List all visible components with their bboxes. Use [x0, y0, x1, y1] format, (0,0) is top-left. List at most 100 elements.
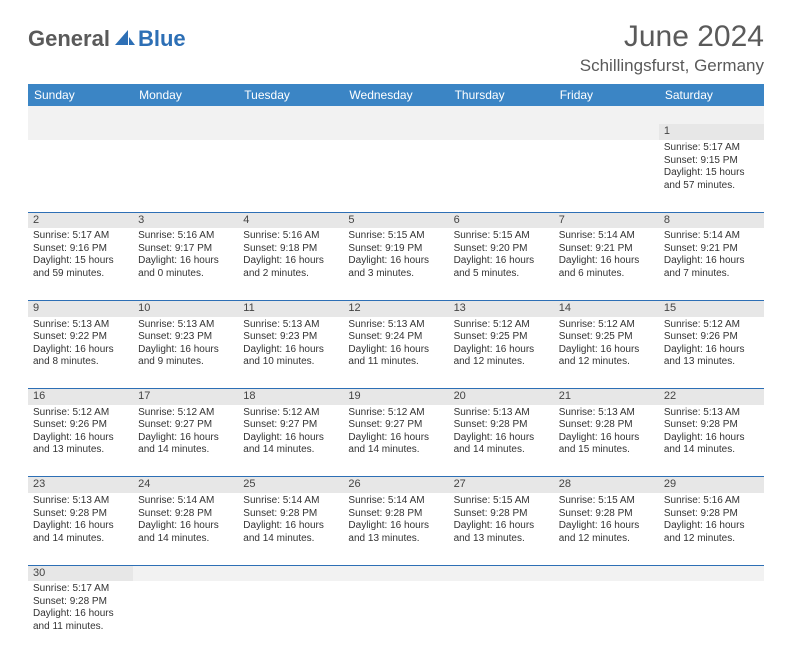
- day-cell: [28, 140, 133, 212]
- day-number: 29: [659, 477, 764, 493]
- day-cell: [449, 140, 554, 212]
- day-cell: [238, 581, 343, 653]
- daylight1-text: Daylight: 16 hours: [559, 255, 654, 268]
- day-number: 15: [659, 300, 764, 316]
- sunrise-text: Sunrise: 5:12 AM: [454, 319, 549, 332]
- daylight2-text: and 2 minutes.: [243, 268, 338, 281]
- day-cell: Sunrise: 5:15 AMSunset: 9:19 PMDaylight:…: [343, 228, 448, 300]
- sunset-text: Sunset: 9:25 PM: [559, 331, 654, 344]
- daylight2-text: and 13 minutes.: [664, 356, 759, 369]
- day-number: [554, 124, 659, 140]
- daylight2-text: and 14 minutes.: [454, 444, 549, 457]
- day-cell: Sunrise: 5:17 AMSunset: 9:16 PMDaylight:…: [28, 228, 133, 300]
- day-number: 21: [554, 389, 659, 405]
- day-header: Saturday: [659, 84, 764, 106]
- day-number: 20: [449, 389, 554, 405]
- day-number: [449, 565, 554, 581]
- day-number: 13: [449, 300, 554, 316]
- day-cell: [133, 581, 238, 653]
- page-header: General Blue June 2024 Schillingsfurst, …: [28, 20, 764, 76]
- daylight2-text: and 14 minutes.: [348, 444, 443, 457]
- day-cell: [449, 581, 554, 653]
- day-number: [449, 124, 554, 140]
- day-cell: Sunrise: 5:13 AMSunset: 9:23 PMDaylight:…: [133, 317, 238, 389]
- day-number: [659, 565, 764, 581]
- day-number: [554, 565, 659, 581]
- sunrise-text: Sunrise: 5:13 AM: [664, 407, 759, 420]
- sunset-text: Sunset: 9:27 PM: [243, 419, 338, 432]
- day-number: 22: [659, 389, 764, 405]
- day-number: 11: [238, 300, 343, 316]
- title-block: June 2024 Schillingsfurst, Germany: [580, 20, 764, 76]
- sunset-text: Sunset: 9:20 PM: [454, 243, 549, 256]
- sunrise-text: Sunrise: 5:17 AM: [33, 583, 128, 596]
- sunset-text: Sunset: 9:26 PM: [33, 419, 128, 432]
- daylight2-text: and 12 minutes.: [559, 533, 654, 546]
- day-number: 16: [28, 389, 133, 405]
- week-row: Sunrise: 5:17 AMSunset: 9:15 PMDaylight:…: [28, 140, 764, 212]
- sunset-text: Sunset: 9:19 PM: [348, 243, 443, 256]
- sunset-text: Sunset: 9:28 PM: [243, 508, 338, 521]
- daylight1-text: Daylight: 16 hours: [243, 255, 338, 268]
- sunrise-text: Sunrise: 5:15 AM: [348, 230, 443, 243]
- daylight2-text: and 8 minutes.: [33, 356, 128, 369]
- logo-text-main: General: [28, 26, 110, 52]
- day-header: Thursday: [449, 84, 554, 106]
- day-number: [28, 124, 133, 140]
- daylight1-text: Daylight: 16 hours: [559, 520, 654, 533]
- daylight2-text: and 0 minutes.: [138, 268, 233, 281]
- day-cell: Sunrise: 5:12 AMSunset: 9:26 PMDaylight:…: [28, 405, 133, 477]
- sunrise-text: Sunrise: 5:13 AM: [348, 319, 443, 332]
- day-cell: Sunrise: 5:13 AMSunset: 9:28 PMDaylight:…: [449, 405, 554, 477]
- daylight1-text: Daylight: 16 hours: [664, 344, 759, 357]
- day-header: Monday: [133, 84, 238, 106]
- sunrise-text: Sunrise: 5:12 AM: [664, 319, 759, 332]
- daylight2-text: and 14 minutes.: [33, 533, 128, 546]
- sunrise-text: Sunrise: 5:13 AM: [559, 407, 654, 420]
- daylight2-text: and 13 minutes.: [33, 444, 128, 457]
- location-label: Schillingsfurst, Germany: [580, 56, 764, 76]
- sunset-text: Sunset: 9:28 PM: [138, 508, 233, 521]
- daylight1-text: Daylight: 16 hours: [454, 255, 549, 268]
- day-cell: Sunrise: 5:12 AMSunset: 9:26 PMDaylight:…: [659, 317, 764, 389]
- daylight2-text: and 14 minutes.: [243, 533, 338, 546]
- week-row: Sunrise: 5:17 AMSunset: 9:16 PMDaylight:…: [28, 228, 764, 300]
- day-cell: Sunrise: 5:15 AMSunset: 9:20 PMDaylight:…: [449, 228, 554, 300]
- day-number: 7: [554, 212, 659, 228]
- sunset-text: Sunset: 9:28 PM: [559, 508, 654, 521]
- daylight2-text: and 59 minutes.: [33, 268, 128, 281]
- daylight2-text: and 10 minutes.: [243, 356, 338, 369]
- daylight1-text: Daylight: 16 hours: [454, 344, 549, 357]
- day-cell: Sunrise: 5:13 AMSunset: 9:24 PMDaylight:…: [343, 317, 448, 389]
- day-header: Wednesday: [343, 84, 448, 106]
- day-cell: [343, 140, 448, 212]
- daylight1-text: Daylight: 16 hours: [33, 344, 128, 357]
- sunset-text: Sunset: 9:28 PM: [454, 419, 549, 432]
- day-number-row: 23242526272829: [28, 477, 764, 493]
- sunset-text: Sunset: 9:28 PM: [559, 419, 654, 432]
- day-number: 6: [449, 212, 554, 228]
- day-cell: Sunrise: 5:12 AMSunset: 9:25 PMDaylight:…: [449, 317, 554, 389]
- daylight1-text: Daylight: 16 hours: [664, 520, 759, 533]
- sunset-text: Sunset: 9:23 PM: [138, 331, 233, 344]
- sunset-text: Sunset: 9:26 PM: [664, 331, 759, 344]
- sunrise-text: Sunrise: 5:15 AM: [454, 495, 549, 508]
- day-cell: [554, 581, 659, 653]
- sunset-text: Sunset: 9:28 PM: [33, 596, 128, 609]
- day-number: 28: [554, 477, 659, 493]
- blank-row: [28, 106, 764, 124]
- day-cell: [343, 581, 448, 653]
- day-number: 4: [238, 212, 343, 228]
- day-number-row: 9101112131415: [28, 300, 764, 316]
- sunset-text: Sunset: 9:21 PM: [664, 243, 759, 256]
- daylight2-text: and 3 minutes.: [348, 268, 443, 281]
- daylight2-text: and 9 minutes.: [138, 356, 233, 369]
- daylight2-text: and 13 minutes.: [348, 533, 443, 546]
- daylight1-text: Daylight: 16 hours: [664, 255, 759, 268]
- sunrise-text: Sunrise: 5:14 AM: [138, 495, 233, 508]
- daylight1-text: Daylight: 16 hours: [33, 432, 128, 445]
- daylight1-text: Daylight: 16 hours: [454, 520, 549, 533]
- day-number: 9: [28, 300, 133, 316]
- daylight2-text: and 12 minutes.: [454, 356, 549, 369]
- day-number: 25: [238, 477, 343, 493]
